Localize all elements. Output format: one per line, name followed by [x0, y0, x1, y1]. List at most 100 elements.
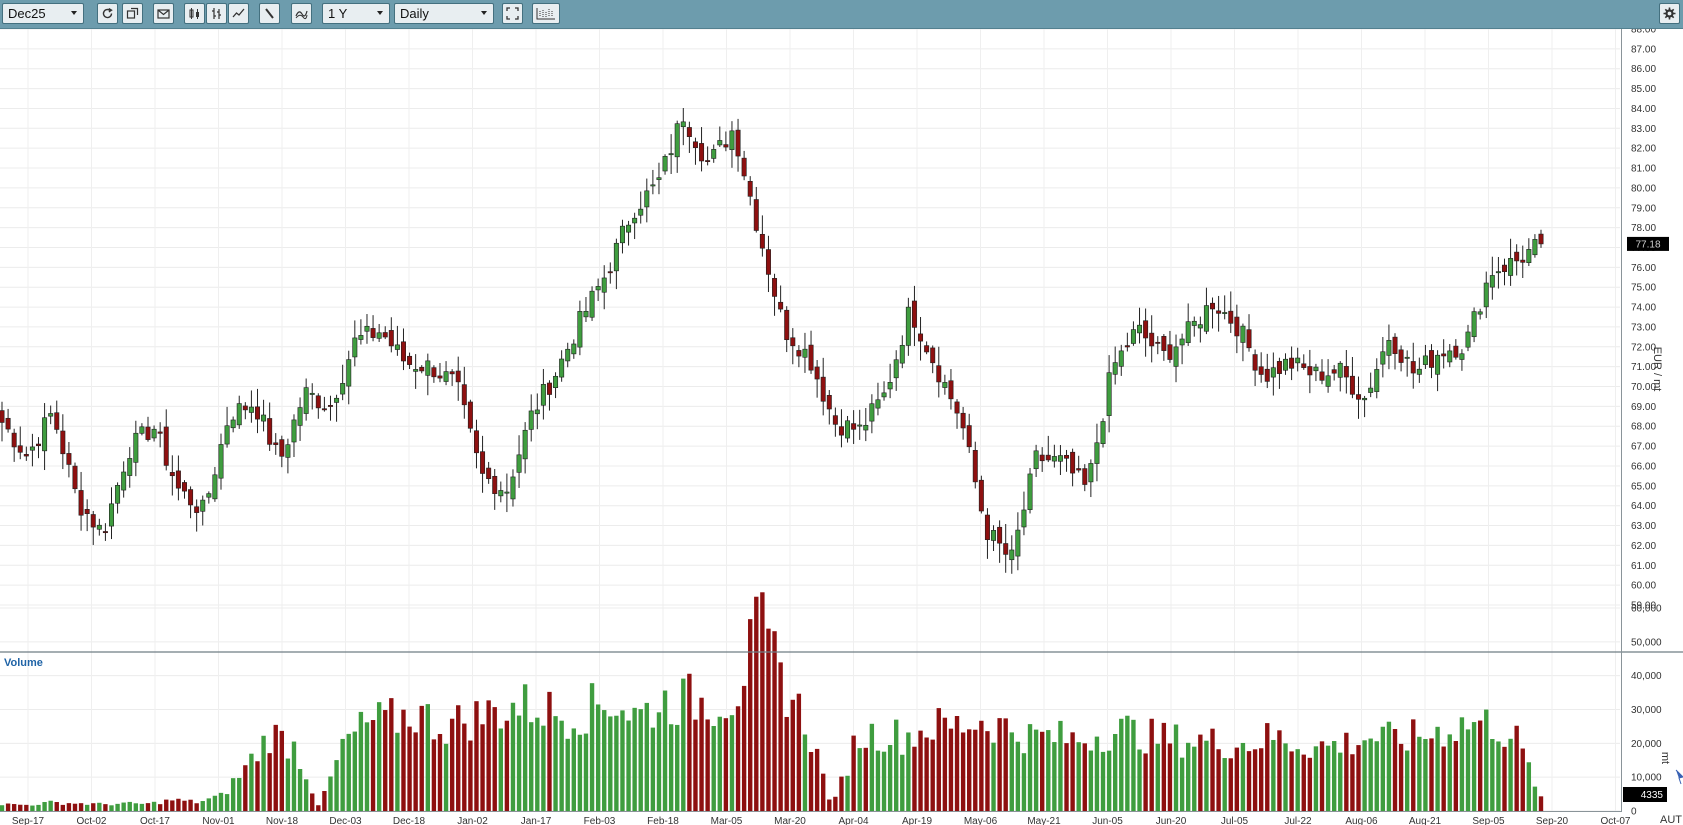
candle: [1441, 339, 1447, 369]
volume-bar: [900, 754, 905, 811]
volume-bar: [942, 717, 948, 811]
volume-bar: [1100, 751, 1106, 811]
candle: [595, 278, 601, 302]
candle: [1319, 359, 1325, 385]
volume-bar: [1094, 736, 1100, 811]
price-tick-label: 63.00: [1631, 521, 1656, 532]
candle: [820, 357, 826, 416]
volume-bar: [212, 795, 218, 811]
ohlc-bar-button[interactable]: [206, 3, 227, 24]
volume-bar: [675, 724, 680, 811]
candle: [188, 486, 194, 519]
price-tick-label: 64.00: [1631, 501, 1656, 512]
candle: [352, 320, 358, 367]
candle: [1130, 321, 1136, 346]
candle: [194, 499, 200, 532]
candle: [1191, 316, 1197, 337]
line-chart-button[interactable]: [228, 3, 249, 24]
candle: [1197, 316, 1203, 343]
candle: [516, 435, 522, 488]
volume-bar: [151, 801, 157, 811]
candle: [972, 441, 978, 489]
candle: [1240, 323, 1246, 362]
price-tick-label: 60.00: [1631, 581, 1656, 592]
volume-bar: [522, 684, 528, 811]
volume-bar: [303, 779, 309, 811]
volume-bar: [1398, 743, 1404, 811]
candle: [400, 328, 406, 371]
candle: [1502, 258, 1507, 286]
volume-bar: [1271, 739, 1276, 811]
indicators-button[interactable]: [291, 3, 312, 24]
volume-bar: [1112, 734, 1118, 811]
candle: [735, 118, 741, 172]
price-tick-label: 78.00: [1631, 223, 1656, 234]
candle: [1137, 307, 1143, 344]
candle: [1313, 363, 1319, 382]
date-axis: Sep-17 Oct-02 Oct-17 Nov-01 Nov-18 Dec-03 Dec-…: [12, 816, 1631, 825]
candle: [650, 169, 656, 195]
price-tick-label: 73.00: [1631, 322, 1656, 333]
candle: [413, 354, 419, 389]
candle: [267, 402, 273, 451]
volume-bar: [1033, 729, 1039, 811]
candle: [674, 120, 680, 173]
date-tick-label: Oct-07: [1600, 816, 1630, 825]
interval-select[interactable]: Daily: [394, 3, 494, 24]
price-volume-chart[interactable]: 59.00 60.00 61.00 62.00 63.00 64.00 65.00 66.00…: [0, 29, 1683, 825]
candle: [978, 475, 984, 514]
volume-bar: [827, 799, 832, 811]
volume-bar: [1216, 749, 1221, 811]
candle: [0, 401, 5, 442]
candle: [954, 399, 960, 429]
settings-button[interactable]: [1659, 3, 1680, 24]
chart-settings-icon: [536, 8, 555, 20]
volume-bar: [1520, 748, 1525, 811]
draw-line-button[interactable]: [259, 3, 280, 24]
period-select[interactable]: 1 Y: [322, 3, 390, 24]
volume-bar: [334, 760, 339, 811]
candle: [1216, 295, 1222, 332]
volume-bar: [170, 800, 175, 811]
candle: [1307, 349, 1313, 394]
chart-settings-button[interactable]: [532, 3, 560, 24]
candle: [358, 319, 364, 345]
candle: [997, 520, 1003, 563]
candle: [1301, 354, 1307, 370]
candle: [1447, 344, 1453, 368]
new-window-button[interactable]: [122, 3, 143, 24]
volume-bar: [42, 802, 47, 811]
contract-select[interactable]: Dec25: [2, 3, 84, 24]
candle: [705, 146, 711, 166]
candle: [1356, 376, 1361, 419]
volume-bar: [1313, 746, 1319, 811]
volume-bar: [1131, 719, 1136, 811]
volume-bar: [1289, 751, 1294, 811]
candle: [327, 395, 333, 421]
fullscreen-button[interactable]: [502, 3, 523, 24]
volume-bar: [918, 730, 923, 811]
volume-bar: [1386, 721, 1392, 811]
candle: [109, 487, 114, 540]
volume-bar: [425, 704, 431, 811]
candle: [741, 150, 747, 181]
candle: [163, 409, 169, 471]
volume-bar: [1173, 724, 1179, 811]
candle: [455, 356, 461, 401]
candle: [1258, 352, 1264, 383]
volume-bar: [1368, 738, 1373, 811]
candlestick-button[interactable]: [184, 3, 205, 24]
reset-button[interactable]: [97, 3, 118, 24]
candle: [36, 437, 41, 459]
volume-bar: [1338, 752, 1343, 811]
candle: [60, 414, 66, 470]
candle: [991, 525, 997, 551]
candle: [723, 131, 729, 152]
candle: [753, 186, 759, 233]
date-tick-label: Mar-20: [774, 816, 806, 825]
volume-bar: [1490, 739, 1495, 811]
volume-bar: [1252, 749, 1258, 811]
email-button[interactable]: [153, 3, 174, 24]
candle: [242, 402, 248, 420]
candle: [273, 433, 279, 455]
